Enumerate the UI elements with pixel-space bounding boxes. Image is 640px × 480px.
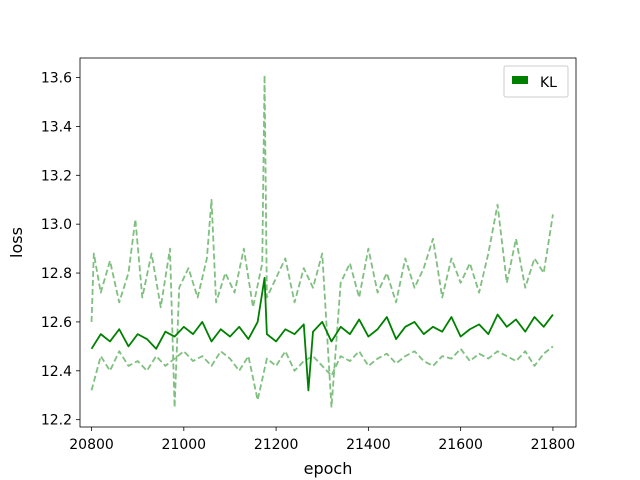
x-tick-label-21800: 21800 (531, 437, 576, 453)
plot-area-frame (79, 57, 577, 428)
x-tick-label-21600: 21600 (438, 437, 483, 453)
y-tick-label-12.8: 12.8 (41, 266, 72, 282)
x-tick-label-21400: 21400 (346, 437, 391, 453)
legend-label-kl: KL (540, 75, 557, 91)
y-tick-label-13: 13.0 (41, 217, 72, 233)
x-tick-label-21200: 21200 (254, 437, 299, 453)
band-series-line-2 (90, 345, 554, 402)
y-axis: 12.2 12.4 12.6 12.8 13.0 13.2 13.4 13.6 (41, 71, 80, 429)
series-line-kl (90, 277, 554, 392)
x-tick-label-20800: 20800 (69, 437, 114, 453)
y-tick-label-13.2: 13.2 (41, 168, 72, 184)
y-tick-label-12.4: 12.4 (41, 364, 72, 380)
y-axis-label: loss (7, 227, 26, 258)
x-tick-label-21000: 21000 (162, 437, 207, 453)
y-tick-label-12.6: 12.6 (41, 315, 72, 331)
x-axis: 20800 21000 21200 21400 21600 21800 (69, 427, 575, 453)
y-tick-label-13.4: 13.4 (41, 119, 72, 135)
band-series-layer (90, 74, 554, 409)
y-tick-label-13.6: 13.6 (41, 71, 72, 87)
legend-swatch-kl (512, 76, 528, 84)
legend-box (503, 65, 569, 98)
y-tick-label-12.2: 12.2 (41, 413, 72, 429)
x-axis-label: epoch (304, 459, 353, 478)
main-series-layer (90, 277, 554, 392)
band-series-line-1 (90, 74, 554, 409)
legend: KL (503, 65, 569, 98)
